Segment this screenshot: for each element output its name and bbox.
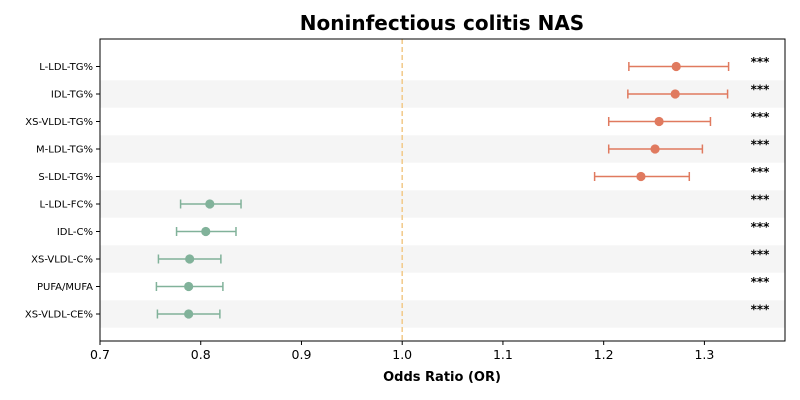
x-tick-label: 0.7 xyxy=(90,347,110,362)
forest-row: *** xyxy=(156,303,771,319)
y-tick-label: IDL-TG% xyxy=(51,90,93,101)
plot-frame xyxy=(99,38,786,342)
or-point xyxy=(654,116,664,127)
x-tick-label: 1.2 xyxy=(594,347,614,362)
or-point xyxy=(185,254,195,264)
significance-label: *** xyxy=(751,275,771,289)
significance-label: *** xyxy=(751,55,771,69)
x-axis-label: Odds Ratio (OR) xyxy=(383,370,501,385)
x-tick-label: 0.9 xyxy=(292,347,312,362)
significance-label: *** xyxy=(751,110,771,124)
or-point xyxy=(184,309,194,319)
x-axis: 0.7 0.8 0.9 1.0 1.1 1.2 1.3 xyxy=(90,341,714,362)
or-point xyxy=(205,199,215,209)
y-axis: L-LDL-TG% IDL-TG% XS-VLDL-TG% M-LDL-TG% S-LD… xyxy=(25,62,100,321)
or-point xyxy=(671,61,681,72)
or-point xyxy=(201,226,211,237)
or-point xyxy=(184,281,194,292)
forest-row: *** xyxy=(175,220,771,237)
x-tick-label: 0.8 xyxy=(191,347,211,362)
forest-row: *** xyxy=(628,55,771,72)
x-tick-label: 1.1 xyxy=(493,347,513,362)
y-tick-label: L-LDL-FC% xyxy=(39,200,93,211)
y-tick-label: S-LDL-TG% xyxy=(38,172,93,183)
forest-row: *** xyxy=(179,193,771,209)
chart-title: Noninfectious colitis NAS xyxy=(300,11,584,35)
y-tick-label: IDL-C% xyxy=(57,227,93,238)
y-tick-label: XS-VLDL-TG% xyxy=(25,117,93,128)
significance-label: *** xyxy=(751,220,771,234)
y-tick-label: M-LDL-TG% xyxy=(36,145,93,156)
y-tick-label: XS-VLDL-CE% xyxy=(25,310,93,321)
x-tick-label: 1.0 xyxy=(392,347,412,362)
or-point xyxy=(650,144,660,154)
x-tick-label: 1.3 xyxy=(694,347,714,362)
data-marks: *** *** *** *** *** *** *** *** *** *** xyxy=(155,55,771,319)
forest-row: *** xyxy=(157,248,771,264)
forest-row: *** xyxy=(593,165,771,182)
forest-row: *** xyxy=(155,275,771,292)
significance-label: *** xyxy=(751,83,771,97)
significance-label: *** xyxy=(751,165,771,179)
forest-row: *** xyxy=(607,138,771,154)
significance-label: *** xyxy=(751,248,771,262)
y-tick-label: XS-VLDL-C% xyxy=(31,255,93,266)
forest-row: *** xyxy=(627,83,771,99)
forest-row: *** xyxy=(607,110,771,127)
significance-label: *** xyxy=(751,193,771,207)
y-tick-label: L-LDL-TG% xyxy=(39,62,93,73)
or-point xyxy=(670,89,680,99)
significance-label: *** xyxy=(751,138,771,152)
significance-label: *** xyxy=(751,303,771,317)
or-point xyxy=(636,171,646,182)
y-tick-label: PUFA/MUFA xyxy=(37,282,93,293)
